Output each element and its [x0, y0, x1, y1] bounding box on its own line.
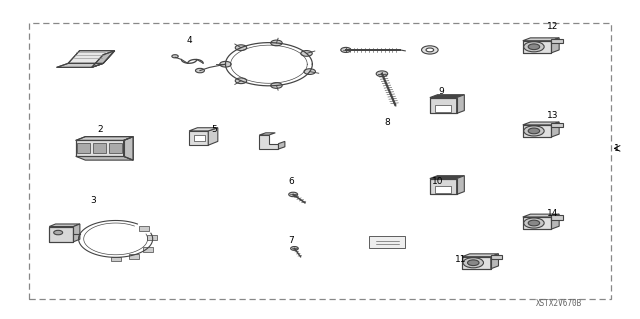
Text: 7: 7 [289, 236, 294, 245]
Bar [77, 143, 90, 153]
Bar [129, 254, 140, 259]
Polygon shape [523, 217, 552, 229]
Circle shape [220, 61, 231, 67]
Circle shape [195, 68, 204, 73]
Text: 6: 6 [289, 177, 294, 186]
Polygon shape [430, 176, 465, 179]
Polygon shape [552, 38, 559, 53]
Circle shape [528, 128, 540, 134]
Polygon shape [49, 226, 74, 242]
Bar [139, 226, 149, 231]
Text: 1: 1 [614, 144, 620, 153]
Circle shape [463, 258, 483, 268]
Polygon shape [523, 125, 552, 137]
Polygon shape [259, 133, 275, 135]
Text: 4: 4 [186, 36, 192, 45]
Bar [93, 143, 106, 153]
Circle shape [236, 78, 247, 84]
Circle shape [376, 71, 388, 77]
Text: 8: 8 [384, 118, 390, 128]
Circle shape [524, 126, 544, 136]
Polygon shape [523, 41, 552, 53]
Bar [143, 248, 153, 252]
Text: 12: 12 [547, 22, 559, 31]
Polygon shape [457, 176, 465, 195]
Bar [147, 235, 157, 240]
Polygon shape [552, 39, 563, 43]
Polygon shape [278, 141, 285, 149]
Polygon shape [92, 51, 115, 67]
Circle shape [289, 192, 298, 197]
Bar [193, 135, 205, 141]
Text: 14: 14 [547, 209, 559, 218]
Polygon shape [491, 255, 502, 259]
Polygon shape [552, 122, 559, 137]
Circle shape [301, 50, 312, 56]
Polygon shape [457, 95, 465, 114]
Polygon shape [430, 98, 457, 114]
Polygon shape [462, 254, 499, 257]
Polygon shape [552, 214, 559, 229]
Circle shape [528, 44, 540, 50]
Polygon shape [49, 224, 80, 226]
Polygon shape [68, 51, 115, 63]
Circle shape [172, 55, 178, 58]
Polygon shape [56, 63, 103, 67]
Polygon shape [189, 128, 218, 131]
Polygon shape [76, 140, 124, 156]
Polygon shape [552, 215, 563, 219]
Polygon shape [430, 95, 465, 98]
Bar [111, 257, 121, 261]
Circle shape [271, 40, 282, 46]
Text: 9: 9 [438, 87, 444, 96]
Circle shape [426, 48, 434, 52]
Circle shape [291, 247, 298, 250]
Polygon shape [76, 156, 133, 160]
Bar [369, 236, 405, 248]
Polygon shape [76, 137, 133, 140]
Polygon shape [491, 254, 499, 269]
Circle shape [528, 220, 540, 226]
Circle shape [236, 45, 247, 50]
Polygon shape [74, 224, 80, 242]
Polygon shape [124, 137, 133, 160]
Bar [435, 105, 451, 112]
Text: 3: 3 [90, 196, 96, 205]
Circle shape [524, 218, 544, 228]
Polygon shape [189, 131, 208, 145]
Polygon shape [523, 38, 559, 41]
Polygon shape [523, 122, 559, 125]
Circle shape [54, 230, 63, 235]
Circle shape [422, 46, 438, 54]
Bar [29, 23, 611, 299]
Polygon shape [552, 123, 563, 127]
Text: 13: 13 [547, 111, 559, 120]
Text: 5: 5 [212, 125, 218, 134]
Circle shape [271, 83, 282, 88]
Polygon shape [523, 214, 559, 217]
Text: XSTX2V670B: XSTX2V670B [536, 299, 582, 308]
Circle shape [467, 260, 479, 266]
Circle shape [304, 69, 316, 74]
Polygon shape [259, 135, 278, 149]
Circle shape [340, 48, 351, 52]
Bar [435, 186, 451, 193]
Bar [109, 143, 122, 153]
Polygon shape [208, 128, 218, 145]
Text: 2: 2 [97, 125, 102, 134]
Circle shape [524, 42, 544, 52]
Polygon shape [462, 257, 491, 269]
Polygon shape [430, 179, 457, 195]
Text: 11: 11 [455, 255, 467, 264]
Text: 10: 10 [433, 177, 444, 186]
